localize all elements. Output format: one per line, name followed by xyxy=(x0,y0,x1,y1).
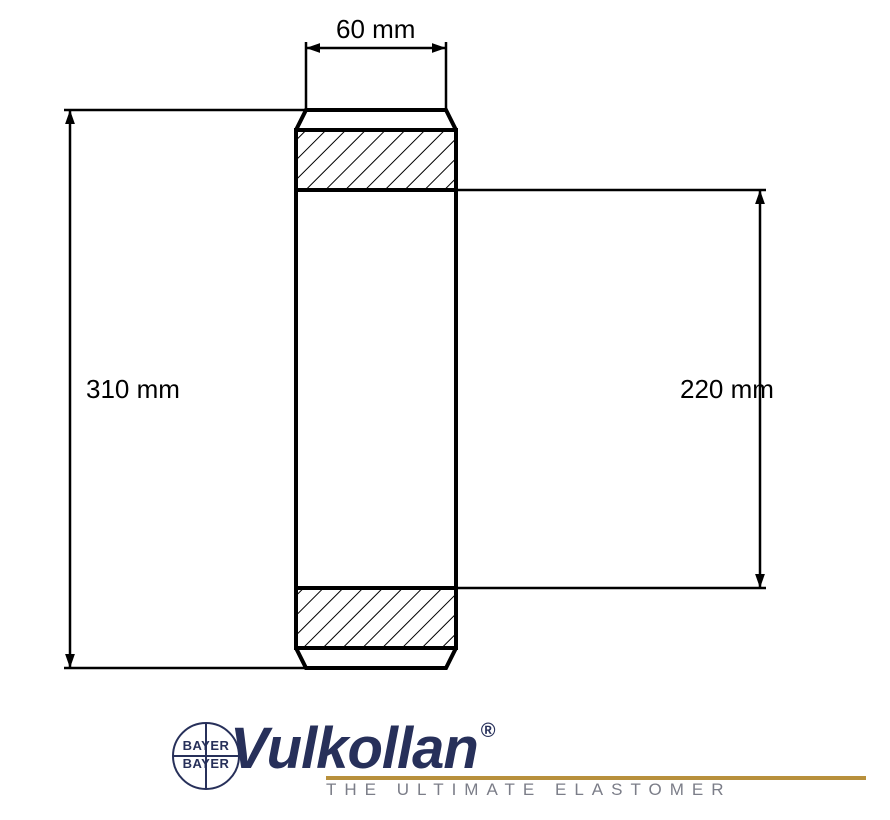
brand-tagline: THE ULTIMATE ELASTOMER xyxy=(326,780,830,800)
brand-name-text: Vulkollan xyxy=(230,720,478,778)
brand-name: Vulkollan ® xyxy=(230,720,830,778)
bayer-badge-icon: BAYER BAYER xyxy=(170,720,242,792)
dim-width-label: 60 mm xyxy=(336,14,415,45)
dim-inner-height-label: 220 mm xyxy=(680,374,774,405)
technical-drawing xyxy=(0,0,890,720)
brand-block: Vulkollan ® THE ULTIMATE ELASTOMER xyxy=(230,720,830,800)
badge-text-top: BAYER xyxy=(183,738,230,753)
brand-registered: ® xyxy=(481,721,495,741)
brand-stripe xyxy=(326,776,866,780)
dim-outer-height-label: 310 mm xyxy=(86,374,180,405)
badge-text-bottom: BAYER xyxy=(183,756,230,771)
diagram-stage: 60 mm 310 mm 220 mm Vulkollan ® THE ULTI… xyxy=(0,0,890,820)
